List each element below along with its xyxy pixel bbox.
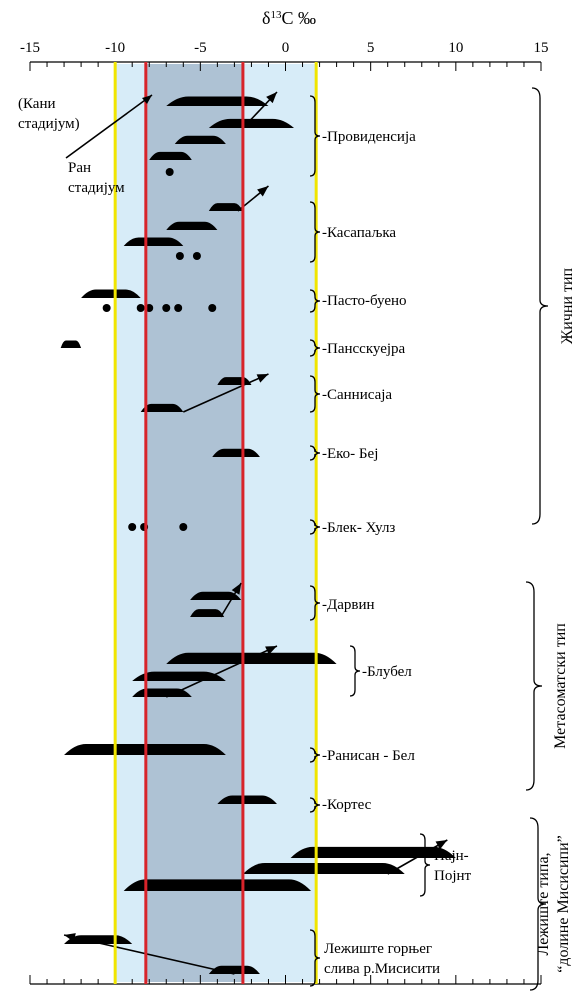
trend-arrow-head: [256, 374, 269, 383]
group-label: Лежиште типа, “долине Мисисипи”: [535, 835, 572, 973]
group-brace: [525, 581, 543, 791]
deposit-brace: [309, 929, 321, 987]
deposit-label: -Дарвин: [322, 597, 375, 613]
deposit-label: -Касапаљка: [322, 225, 396, 241]
deposit-label-line: Лежиште горњег: [324, 941, 432, 957]
range-mark: [166, 96, 269, 106]
axis-title: δ13C ‰: [262, 8, 316, 28]
range-mark: [174, 135, 226, 144]
trend-arrow-line: [63, 934, 235, 975]
deposit-brace: [309, 339, 321, 357]
deposit-brace: [309, 519, 321, 535]
range-mark: [208, 203, 243, 211]
tick-label: 10: [448, 40, 463, 56]
tick-label: 15: [534, 40, 549, 56]
range-mark: [217, 795, 277, 804]
trend-arrow-head: [266, 92, 277, 104]
stage-pointer-line: [65, 94, 153, 159]
stage-pointer-head: [142, 95, 152, 104]
data-marks: [60, 91, 456, 975]
tick-label: -10: [105, 40, 125, 56]
range-mark: [190, 591, 242, 600]
deposit-label: -Блубел: [362, 664, 412, 680]
range-mark: [166, 221, 218, 230]
trend-arrow-head: [265, 646, 277, 655]
range-mark: [81, 289, 141, 298]
inner-band: [145, 64, 243, 982]
trend-arrow-head: [64, 933, 76, 942]
deposit-brace: [419, 833, 431, 897]
deposit-label: -Саннисаја: [322, 387, 392, 403]
reference-lines: [113, 62, 318, 984]
deposit-label-line: слива р.Мисисити: [324, 961, 440, 977]
deposit-brace: [309, 445, 321, 461]
kani-label: (Кани: [18, 96, 56, 112]
deposit-label: -Кортес: [322, 797, 372, 813]
group-label-line: “долине Мисисипи”: [555, 835, 572, 973]
data-point: [165, 168, 174, 176]
deposit-label-line: Пајн-: [434, 848, 469, 864]
deposit-brace: [309, 747, 321, 763]
bottom-axis: [29, 975, 542, 985]
data-point: [175, 252, 184, 260]
range-mark: [242, 862, 405, 874]
group-label-line: Лежиште типа,: [535, 852, 552, 955]
range-mark: [208, 965, 260, 974]
deposit-brace: [309, 585, 321, 621]
range-mark: [123, 879, 312, 891]
data-point: [179, 523, 188, 531]
deposit-label: -Провиденсија: [322, 129, 416, 145]
trend-arrow-head: [231, 583, 242, 595]
deposit-label: Лежиште горњег слива р.Мисисити: [324, 941, 440, 977]
data-point: [128, 523, 137, 531]
deposit-label: -Еко- Беј: [322, 446, 378, 462]
data-point: [192, 252, 201, 260]
kani-label-2: стадијум): [18, 116, 80, 132]
range-mark: [60, 340, 82, 348]
range-mark: [290, 846, 456, 858]
range-mark: [140, 403, 184, 412]
deposit-label: Пајн- Појнт: [434, 848, 472, 884]
tick-label: -5: [194, 40, 207, 56]
range-mark: [212, 448, 260, 457]
range-mark: [123, 237, 184, 246]
deposit-label: -Пасто-буено: [322, 293, 407, 309]
range-mark: [208, 118, 295, 128]
range-mark: [132, 671, 226, 681]
group-label: Жични тип: [559, 267, 576, 344]
tick-label: 5: [367, 40, 375, 56]
tick-label: 0: [282, 40, 290, 56]
group-label: Метасоматски тип: [552, 623, 569, 749]
trend-arrow-line: [182, 373, 269, 413]
tick-label: -15: [20, 40, 40, 56]
group-braces: Жични тип Метасоматски тип Лежиште типа, “д…: [525, 87, 576, 991]
deposit-brace: [309, 797, 321, 813]
range-mark: [149, 151, 192, 160]
group-brace: [531, 87, 549, 525]
deposit-label: -Пансскуејра: [322, 341, 406, 357]
deposit-label: -Блек- Хулз: [322, 520, 395, 536]
ran-label-2: стадијум: [68, 180, 125, 196]
range-mark: [190, 609, 225, 617]
group-brace: [529, 817, 547, 991]
trend-arrow-line: [165, 645, 278, 698]
deposit-label: -Ранисан - Бел: [322, 748, 415, 764]
deposit-label-line: Појнт: [434, 868, 472, 884]
deposit-brace: [309, 289, 321, 313]
deposit-brace: [309, 201, 321, 263]
trend-arrow-head: [435, 840, 448, 850]
deposit-brace: [309, 375, 321, 413]
deposit-labels: -Провиденсија -Касапаљка -Пасто-буено -Панс…: [309, 95, 472, 987]
deposit-brace: [309, 95, 321, 177]
ran-label: Ран: [68, 160, 91, 176]
data-point: [102, 304, 111, 312]
data-point: [136, 304, 145, 312]
deposit-brace: [349, 645, 361, 697]
data-point: [162, 304, 171, 312]
data-point: [174, 304, 183, 312]
trend-arrow-head: [257, 186, 269, 197]
data-point: [208, 304, 217, 312]
trend-arrow-line: [387, 839, 448, 875]
